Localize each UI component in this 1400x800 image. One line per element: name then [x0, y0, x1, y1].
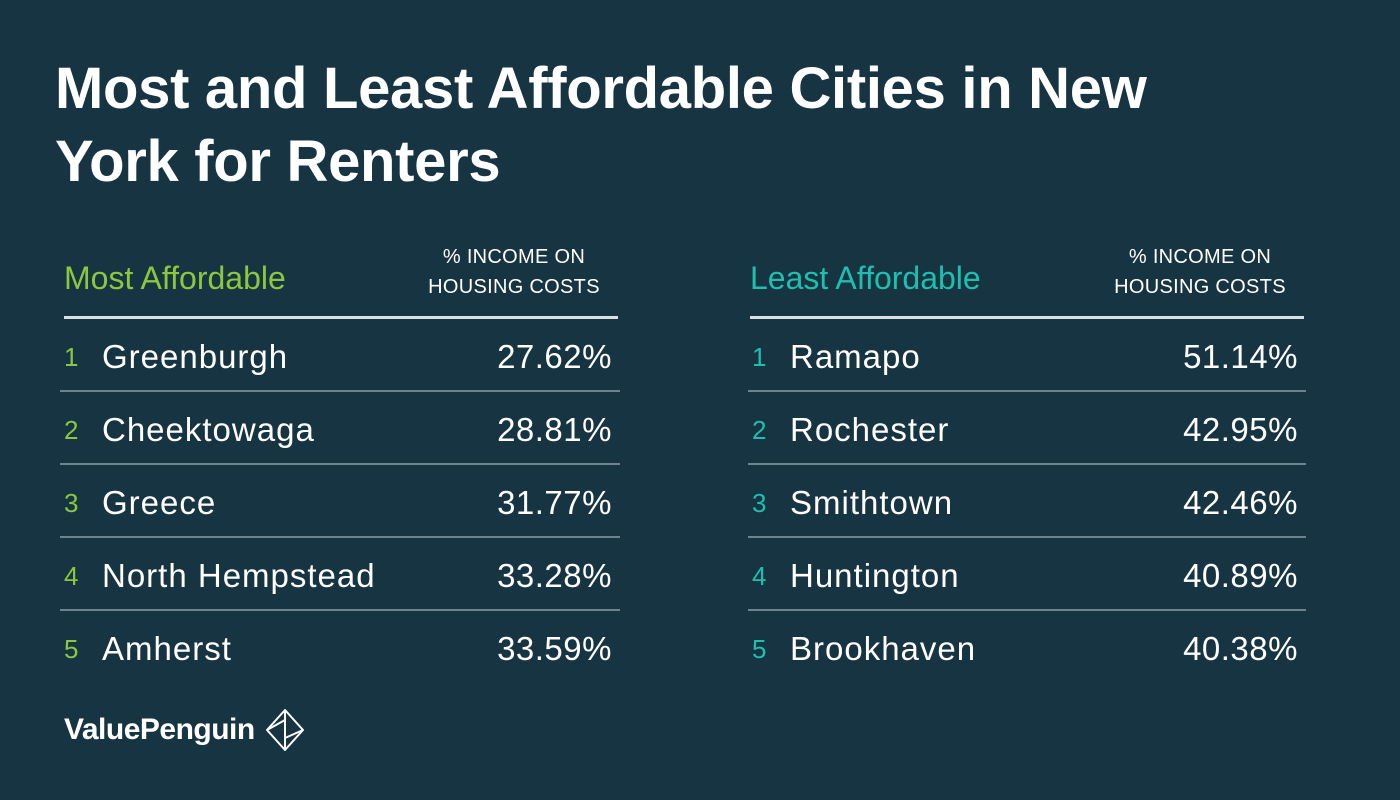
valuepenguin-logo-icon [265, 709, 304, 751]
table-row: 1 Ramapo 51.14% [748, 319, 1306, 392]
income-percent: 27.62% [497, 338, 612, 375]
income-percent: 33.59% [497, 630, 612, 667]
table-row: 3 Smithtown 42.46% [748, 465, 1306, 538]
income-percent: 33.28% [497, 557, 612, 594]
city-name: Cheektowaga [102, 411, 315, 448]
city-name: Huntington [790, 557, 960, 594]
income-percent: 42.46% [1183, 484, 1298, 521]
table-row: 2 Rochester 42.95% [748, 392, 1306, 465]
logo-text: ValuePenguin [64, 713, 255, 746]
table-row: 5 Brookhaven 40.38% [748, 611, 1306, 682]
least-affordable-panel: Least Affordable % INCOME ON HOUSING COS… [748, 240, 1306, 682]
least-affordable-heading: Least Affordable [750, 260, 981, 296]
rank-number: 3 [752, 488, 767, 518]
city-name: Greenburgh [102, 338, 289, 375]
rank-number: 4 [752, 561, 767, 591]
city-name: Smithtown [790, 484, 954, 521]
panel-header: Least Affordable % INCOME ON HOUSING COS… [748, 240, 1306, 316]
rank-number: 1 [64, 342, 79, 372]
panel-header: Most Affordable % INCOME ON HOUSING COST… [62, 240, 620, 316]
table-row: 3 Greece 31.77% [60, 465, 620, 538]
city-name: North Hempstead [102, 557, 376, 594]
rank-number: 5 [64, 634, 79, 664]
table-row: 4 Huntington 40.89% [748, 538, 1306, 611]
column-header-line-1: % INCOME ON [442, 246, 586, 268]
least-affordable-list: 1 Ramapo 51.14% 2 Rochester 42.95% 3 Smi… [748, 319, 1306, 682]
valuepenguin-logo: ValuePenguin [64, 708, 307, 752]
column-header-line-1: % INCOME ON [1128, 246, 1272, 268]
table-row: 1 Greenburgh 27.62% [60, 319, 620, 392]
city-name: Brookhaven [790, 630, 977, 667]
column-header: % INCOME ON HOUSING COSTS [1100, 242, 1300, 302]
income-percent: 28.81% [497, 411, 612, 448]
table-row: 4 North Hempstead 33.28% [60, 538, 620, 611]
income-percent: 51.14% [1183, 338, 1298, 375]
header-rule [750, 316, 1304, 319]
income-percent: 40.38% [1183, 630, 1298, 667]
most-affordable-list: 1 Greenburgh 27.62% 2 Cheektowaga 28.81%… [60, 319, 620, 682]
rank-number: 5 [752, 634, 767, 664]
rank-number: 3 [64, 488, 79, 518]
header-rule [64, 316, 618, 319]
column-header: % INCOME ON HOUSING COSTS [414, 242, 614, 302]
table-row: 5 Amherst 33.59% [60, 611, 620, 682]
city-name: Amherst [102, 630, 232, 667]
table-row: 2 Cheektowaga 28.81% [60, 392, 620, 465]
city-name: Ramapo [790, 338, 921, 375]
income-percent: 42.95% [1183, 411, 1298, 448]
page-title: Most and Least Affordable Cities in New … [55, 56, 1147, 194]
column-header-line-2: HOUSING COSTS [428, 276, 600, 298]
rank-number: 4 [64, 561, 79, 591]
city-name: Greece [102, 484, 217, 521]
city-name: Rochester [790, 411, 950, 448]
income-percent: 31.77% [497, 484, 612, 521]
rank-number: 1 [752, 342, 767, 372]
most-affordable-heading: Most Affordable [64, 260, 286, 296]
column-header-line-2: HOUSING COSTS [1114, 276, 1286, 298]
income-percent: 40.89% [1183, 557, 1298, 594]
most-affordable-panel: Most Affordable % INCOME ON HOUSING COST… [60, 240, 620, 682]
rank-number: 2 [752, 415, 767, 445]
rank-number: 2 [64, 415, 79, 445]
